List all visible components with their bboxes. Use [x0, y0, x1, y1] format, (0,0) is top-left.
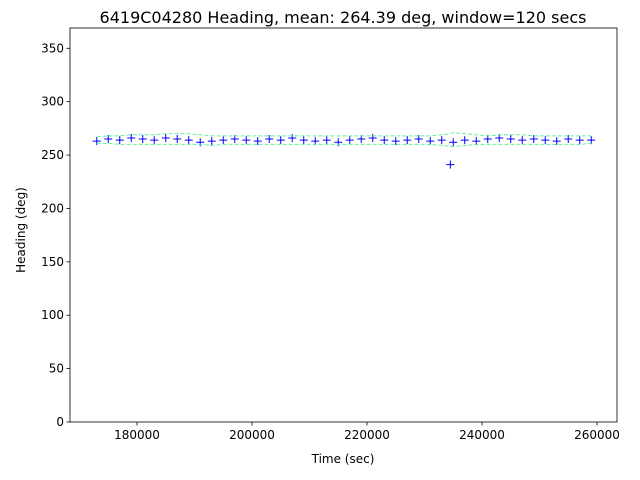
point — [196, 138, 205, 147]
point — [207, 137, 216, 146]
point — [127, 133, 136, 142]
point — [311, 137, 320, 146]
line — [96, 142, 592, 148]
x-tick-label: 200000 — [229, 428, 275, 442]
x-axis-label: Time (sec) — [311, 452, 375, 466]
point — [161, 133, 170, 142]
point — [483, 135, 492, 144]
point — [368, 133, 377, 142]
point — [380, 136, 389, 145]
point — [150, 136, 159, 145]
y-axis-label: Heading (deg) — [14, 187, 28, 273]
point — [391, 137, 400, 146]
y-tick-label: 200 — [41, 201, 64, 215]
y-tick-label: 0 — [56, 415, 64, 429]
point — [446, 160, 455, 169]
point — [552, 137, 561, 146]
point — [506, 135, 515, 144]
point — [460, 136, 469, 145]
point — [253, 137, 262, 146]
point — [472, 137, 481, 146]
point — [541, 136, 550, 145]
chart-title: 6419C04280 Heading, mean: 264.39 deg, wi… — [100, 8, 587, 27]
point — [495, 133, 504, 142]
y-tick-label: 350 — [41, 41, 64, 55]
point — [322, 136, 331, 145]
x-tick-label: 260000 — [574, 428, 620, 442]
point — [426, 137, 435, 146]
point — [414, 135, 423, 144]
point — [529, 135, 538, 144]
y-tick-label: 150 — [41, 255, 64, 269]
point — [449, 138, 458, 147]
point — [403, 136, 412, 145]
point — [299, 136, 308, 145]
point — [587, 136, 596, 145]
point — [104, 135, 113, 144]
point — [173, 135, 182, 144]
y-tick-label: 300 — [41, 95, 64, 109]
line — [96, 132, 592, 138]
point — [242, 136, 251, 145]
point — [564, 135, 573, 144]
x-tick-label: 180000 — [114, 428, 160, 442]
point — [230, 135, 239, 144]
point — [575, 136, 584, 145]
point — [92, 137, 101, 146]
point — [219, 136, 228, 145]
point — [115, 136, 124, 145]
point — [357, 135, 366, 144]
point — [288, 133, 297, 142]
point — [138, 135, 147, 144]
plot-frame — [69, 27, 618, 423]
x-tick-label: 220000 — [344, 428, 390, 442]
y-tick-label: 50 — [49, 362, 64, 376]
y-tick-label: 250 — [41, 148, 64, 162]
y-tick-label: 100 — [41, 308, 64, 322]
point — [276, 136, 285, 145]
point — [437, 136, 446, 145]
point — [345, 136, 354, 145]
x-tick-label: 240000 — [459, 428, 505, 442]
point — [265, 135, 274, 144]
point — [184, 136, 193, 145]
point — [334, 138, 343, 147]
point — [518, 136, 527, 145]
